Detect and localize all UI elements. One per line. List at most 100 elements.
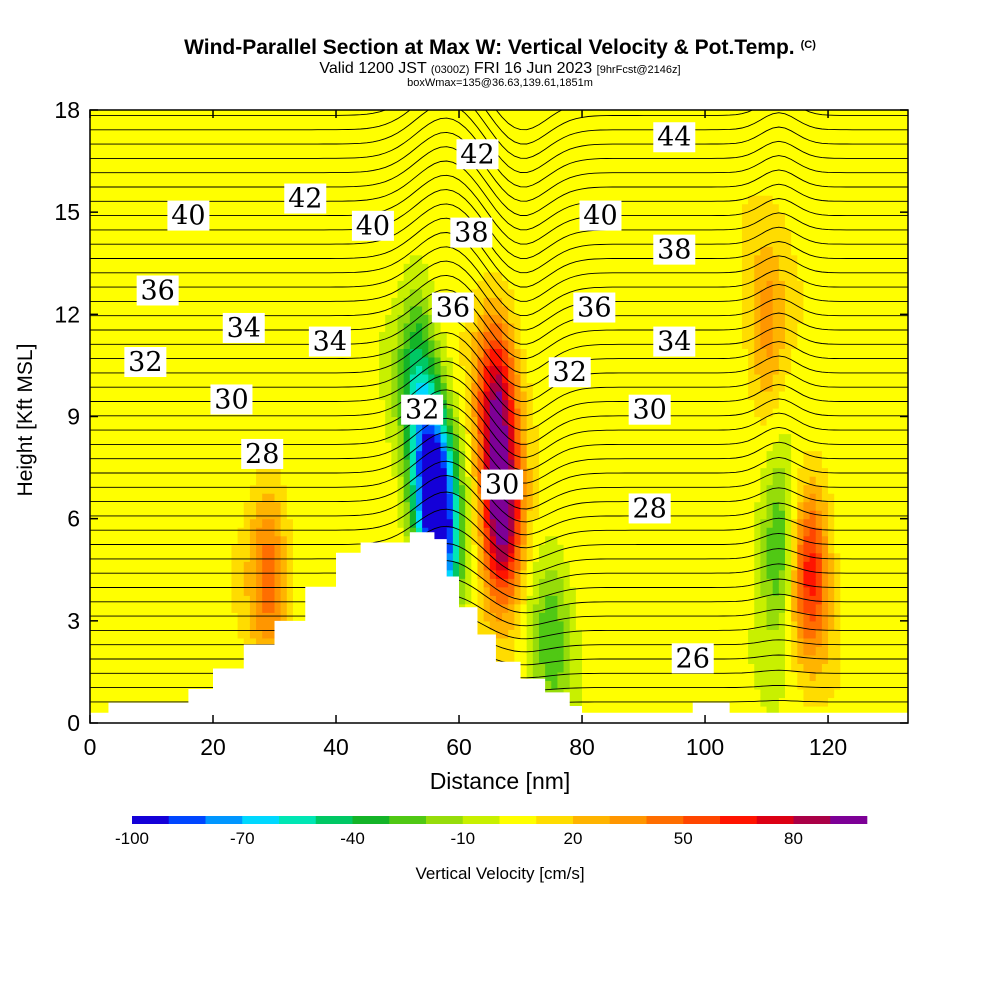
w-cell: [182, 135, 190, 145]
w-cell: [96, 271, 103, 281]
w-cell: [403, 510, 411, 520]
w-cell: [256, 288, 263, 298]
w-cell: [157, 510, 165, 520]
w-cell: [163, 212, 171, 222]
w-cell: [415, 518, 423, 528]
w-cell: [299, 612, 306, 622]
w-cell: [280, 246, 288, 256]
w-cell: [120, 535, 128, 545]
w-cell: [274, 578, 282, 588]
w-cell: [274, 527, 282, 537]
w-cell: [219, 288, 226, 298]
w-cell: [465, 442, 472, 452]
w-cell: [256, 127, 263, 137]
w-cell: [495, 331, 503, 341]
w-cell: [360, 169, 368, 179]
w-cell: [249, 535, 257, 545]
w-cell: [133, 629, 140, 639]
w-cell: [336, 535, 343, 545]
w-cell: [409, 493, 417, 503]
w-cell: [329, 390, 337, 401]
w-cell: [243, 263, 251, 273]
w-cell: [415, 382, 423, 392]
w-cell: [422, 476, 429, 486]
w-cell: [169, 561, 177, 571]
w-cell: [292, 578, 300, 588]
w-cell: [403, 288, 411, 298]
w-cell: [274, 569, 282, 579]
w-cell: [133, 212, 140, 222]
w-cell: [366, 118, 374, 128]
w-cell: [305, 578, 313, 588]
w-cell: [194, 586, 202, 596]
w-cell: [299, 135, 306, 145]
w-cell: [200, 425, 208, 435]
w-cell: [139, 629, 146, 639]
w-cell: [317, 442, 325, 452]
w-cell: [336, 459, 343, 469]
w-cell: [372, 135, 380, 145]
w-cell: [446, 178, 454, 188]
w-cell: [90, 646, 97, 656]
w-cell: [90, 518, 97, 528]
w-cell: [446, 476, 454, 486]
w-cell: [133, 501, 140, 511]
w-cell: [182, 237, 190, 247]
w-cell: [434, 322, 442, 332]
w-cell: [323, 169, 331, 179]
w-cell: [169, 637, 177, 647]
w-cell: [126, 629, 134, 639]
w-cell: [323, 493, 331, 503]
w-cell: [342, 127, 349, 137]
w-cell: [114, 493, 122, 503]
w-cell: [231, 637, 239, 647]
w-cell: [249, 416, 257, 426]
w-cell: [403, 237, 411, 247]
w-cell: [348, 433, 356, 443]
w-cell: [329, 178, 337, 188]
w-cell: [139, 433, 146, 443]
w-cell: [495, 518, 503, 528]
w-cell: [446, 518, 454, 528]
w-cell: [176, 603, 183, 613]
w-cell: [268, 407, 276, 418]
w-cell: [90, 186, 97, 196]
w-cell: [206, 229, 214, 239]
w-cell: [502, 356, 509, 367]
w-cell: [477, 118, 485, 128]
w-cell: [360, 356, 368, 367]
w-cell: [133, 331, 140, 341]
w-cell: [225, 195, 233, 205]
w-cell: [231, 178, 239, 188]
w-cell: [354, 271, 362, 281]
w-cell: [311, 578, 319, 588]
w-cell: [385, 178, 392, 188]
w-cell: [96, 612, 103, 622]
w-cell: [379, 144, 386, 154]
w-cell: [163, 620, 171, 630]
w-cell: [176, 110, 183, 120]
w-cell: [409, 220, 417, 230]
w-cell: [379, 407, 386, 418]
w-cell: [311, 237, 319, 247]
w-cell: [268, 373, 276, 384]
w-cell: [354, 195, 362, 205]
w-cell: [225, 612, 233, 622]
w-cell: [169, 595, 177, 605]
w-cell: [274, 433, 282, 443]
w-cell: [231, 442, 239, 452]
w-cell: [440, 382, 448, 392]
w-cell: [323, 195, 331, 205]
w-cell: [157, 135, 165, 145]
w-cell: [206, 620, 214, 630]
w-cell: [403, 493, 411, 503]
w-cell: [90, 110, 97, 120]
w-cell: [385, 510, 392, 520]
w-cell: [256, 544, 263, 554]
w-cell: [495, 118, 503, 128]
w-cell: [336, 527, 343, 537]
w-cell: [329, 195, 337, 205]
w-cell: [108, 578, 116, 588]
w-cell: [200, 246, 208, 256]
w-cell: [342, 229, 349, 239]
